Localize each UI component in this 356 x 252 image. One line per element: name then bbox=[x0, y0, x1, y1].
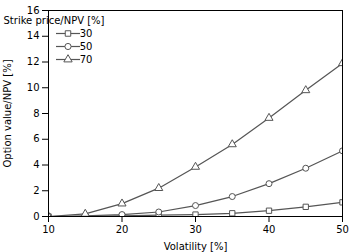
svg-text:16: 16 bbox=[26, 4, 40, 16]
svg-text:6: 6 bbox=[33, 133, 39, 144]
svg-text:10: 10 bbox=[27, 82, 40, 93]
svg-text:70: 70 bbox=[80, 54, 93, 65]
svg-text:12: 12 bbox=[27, 56, 40, 67]
svg-text:Option value/NPV [%]: Option value/NPV [%] bbox=[2, 59, 13, 167]
svg-text:20: 20 bbox=[116, 224, 129, 235]
svg-text:2: 2 bbox=[33, 185, 39, 196]
svg-text:30: 30 bbox=[189, 224, 202, 235]
svg-text:50: 50 bbox=[80, 41, 93, 52]
svg-text:0: 0 bbox=[33, 211, 39, 222]
svg-text:30: 30 bbox=[80, 28, 93, 39]
svg-text:50: 50 bbox=[336, 224, 349, 235]
svg-text:Strike price/NPV [%]: Strike price/NPV [%] bbox=[3, 15, 104, 26]
svg-text:10: 10 bbox=[42, 224, 55, 235]
svg-text:8: 8 bbox=[33, 108, 39, 119]
svg-text:40: 40 bbox=[263, 224, 276, 235]
svg-text:Volatility [%]: Volatility [%] bbox=[164, 241, 228, 252]
svg-text:14: 14 bbox=[27, 30, 40, 41]
svg-text:4: 4 bbox=[33, 159, 39, 170]
